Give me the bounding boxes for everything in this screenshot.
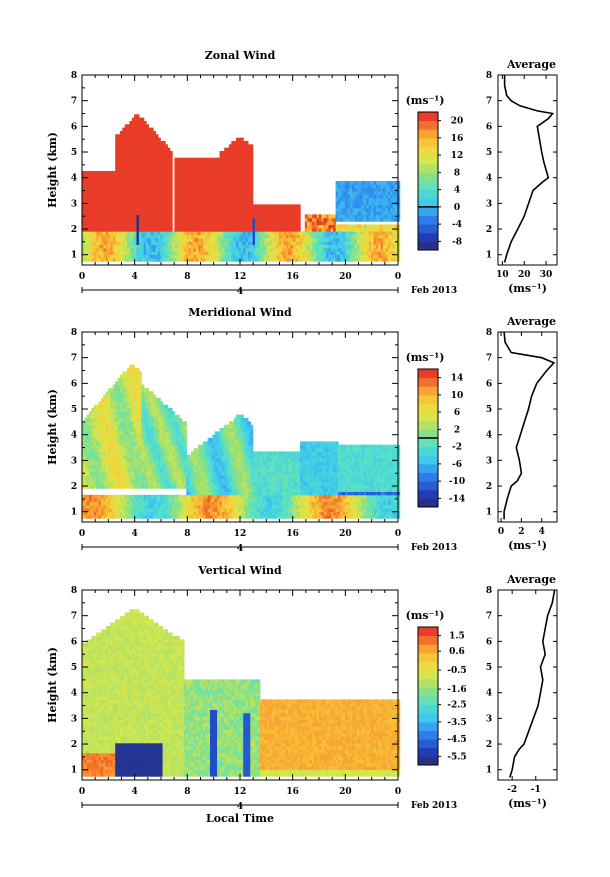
colorbar-segment <box>418 164 438 173</box>
heatmap-cell <box>250 174 253 178</box>
y-axis-label: Height (km) <box>46 132 59 208</box>
chart-title: Zonal Wind <box>205 49 276 62</box>
profile-line <box>505 75 553 262</box>
heatmap-cell <box>250 191 253 195</box>
date-label: Feb 2013 <box>411 286 457 296</box>
profile-y-tick-label: 2 <box>486 225 492 235</box>
profile-x-axis-label: (ms⁻¹) <box>508 282 547 295</box>
heatmap-cell <box>170 151 173 155</box>
colorbar-segment <box>418 121 438 130</box>
y-tick-label: 7 <box>71 97 77 107</box>
colorbar-segment <box>418 138 438 147</box>
heatmap-cell <box>170 158 173 162</box>
profile-y-tick-label: 7 <box>486 97 492 107</box>
day-label: 4 <box>237 287 243 297</box>
y-tick-label: 6 <box>71 122 77 132</box>
colorbar-tick-label: 8 <box>454 168 460 178</box>
colorbar-segment <box>418 155 438 164</box>
heatmap-cell <box>250 144 253 148</box>
heatmap-cell <box>250 184 253 188</box>
colorbar-segment <box>418 172 438 181</box>
heatmap-cell <box>170 184 173 188</box>
heatmap-cell <box>165 144 168 148</box>
y-tick-label: 4 <box>71 174 77 184</box>
x-tick-label: 0 <box>79 272 85 282</box>
heatmap-cell <box>137 368 140 372</box>
heatmap-cell <box>170 201 173 205</box>
heatmap-cell <box>241 138 244 142</box>
colorbar-segment <box>418 224 438 233</box>
y-tick-label: 2 <box>71 225 77 235</box>
colorbar-tick-label: 4 <box>454 186 460 196</box>
y-tick-label: 1 <box>71 251 77 261</box>
y-tick-label: 3 <box>71 199 77 209</box>
heatmap-cell <box>170 211 173 215</box>
heatmap-cell <box>170 191 173 195</box>
colorbar-tick-label: 0 <box>454 203 460 213</box>
profile-y-tick-label: 6 <box>486 122 492 132</box>
profile-x-tick-label: 30 <box>540 270 553 280</box>
x-tick-label: 0 <box>395 272 401 282</box>
heatmap-cell <box>158 138 161 142</box>
colorbar-segment <box>418 216 438 225</box>
heatmap-cell <box>250 164 253 168</box>
heatmap-cell <box>151 128 154 132</box>
heatmap-cell <box>170 174 173 178</box>
colorbar-tick-label: 20 <box>451 117 464 127</box>
heatmap-cells <box>82 114 400 261</box>
colorbar-segment <box>418 112 438 121</box>
profile-title: Average <box>506 58 556 71</box>
heatmap-cell <box>170 164 173 168</box>
colorbar-tick-label: -8 <box>452 237 462 247</box>
heatmap-cell <box>153 395 156 399</box>
profile-y-tick-label: 3 <box>486 199 492 209</box>
colorbar-unit: (ms⁻¹) <box>406 94 445 107</box>
profile-y-tick-label: 8 <box>486 71 492 81</box>
x-tick-label: 20 <box>339 272 352 282</box>
x-tick-label: 12 <box>234 272 247 282</box>
colorbar-segment <box>418 147 438 156</box>
x-tick-label: 4 <box>132 272 138 282</box>
heatmap-cell <box>298 211 301 215</box>
x-tick-label: 16 <box>286 272 299 282</box>
heatmap-cell <box>298 218 301 222</box>
chart-title: Meridional Wind <box>188 306 292 319</box>
heatmap-cell <box>139 371 142 375</box>
y-tick-label: 8 <box>71 71 77 81</box>
heatmap-cell <box>250 158 253 162</box>
y-tick-label: 5 <box>71 148 77 158</box>
colorbar-tick-label: 16 <box>451 134 464 144</box>
heatmap-cell <box>139 378 142 382</box>
profile-x-tick-label: 20 <box>518 270 531 280</box>
heatmap-cell <box>141 118 144 122</box>
profile-frame <box>498 75 557 265</box>
heatmap-cell <box>170 218 173 222</box>
colorbar-tick-label: 12 <box>451 151 464 161</box>
colorbar-segment <box>418 207 438 216</box>
colorbar-tick-label: -4 <box>452 220 462 230</box>
x-tick-label: 8 <box>184 272 190 282</box>
colorbar-segment <box>418 233 438 242</box>
profile-y-tick-label: 1 <box>486 251 492 261</box>
profile-x-tick-label: 10 <box>496 270 509 280</box>
colorbar-segment <box>418 129 438 138</box>
profile-y-tick-label: 4 <box>486 174 492 184</box>
heatmap-cell <box>141 385 144 389</box>
colorbar-segment <box>418 241 438 250</box>
profile-y-tick-label: 5 <box>486 148 492 158</box>
heatmap-cells <box>82 365 400 519</box>
heatmap-cell <box>250 148 253 152</box>
colorbar-segment <box>418 190 438 199</box>
colorbar-segment <box>418 181 438 190</box>
heatmap-cell <box>298 204 301 208</box>
colorbar-segment <box>418 198 438 207</box>
